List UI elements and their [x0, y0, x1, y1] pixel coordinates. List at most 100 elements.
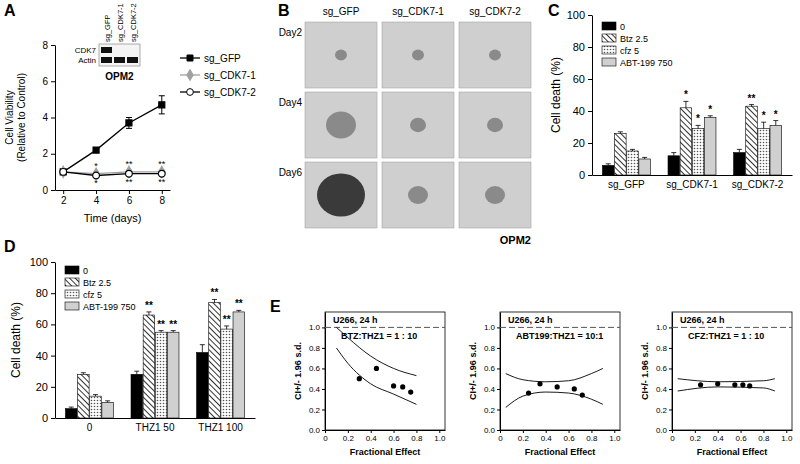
- y-axis: 020406080100: [567, 9, 593, 181]
- tick: 4: [94, 190, 100, 206]
- blot-frame: [99, 44, 140, 66]
- tick: 40: [36, 350, 55, 362]
- legend-label: Btz 2.5: [620, 34, 648, 44]
- plot-area: [65, 299, 244, 418]
- error-bar: [761, 122, 766, 128]
- tick-label: 100: [567, 9, 585, 21]
- tick-label: 1.0: [484, 323, 496, 332]
- tick: 1.0: [434, 430, 446, 443]
- tick-label: 0.2: [309, 406, 321, 415]
- error-bar: [606, 164, 611, 166]
- legend-label: sg_CDK7-1: [204, 70, 256, 81]
- tick-mark: [523, 430, 524, 433]
- axis-title: CI+/- 1.96 s.d.: [293, 342, 303, 400]
- error-bar: [737, 149, 742, 152]
- tick-label: 0.0: [484, 426, 496, 435]
- tick: 0.6: [484, 364, 500, 373]
- tick-mark: [129, 190, 130, 194]
- tick-label: 40: [573, 105, 585, 117]
- tick-mark: [322, 368, 325, 369]
- error-bar: [642, 157, 647, 159]
- western-blot: sg_GFPsg_CDK7-1sg_CDK7-2CDK7ActinOPM2: [75, 3, 140, 82]
- tick-mark: [497, 368, 500, 369]
- tick: 0.0: [656, 426, 672, 435]
- tick-mark: [96, 190, 97, 194]
- tick: 1.0: [781, 430, 793, 443]
- tick-mark: [669, 430, 672, 431]
- reference-line: [325, 327, 445, 328]
- significance: **: [223, 314, 231, 325]
- tick-label: 4: [42, 112, 48, 123]
- error-bar: [618, 132, 623, 134]
- significance: **: [169, 319, 177, 330]
- confidence-line: [506, 368, 603, 381]
- band: [127, 57, 138, 63]
- band: [101, 47, 112, 53]
- axis-title: CI+/- 1.96 s.d.: [640, 342, 650, 400]
- tick: 0.4: [656, 385, 672, 394]
- legend-swatch: [65, 290, 79, 298]
- tick-label: 1.0: [309, 323, 321, 332]
- y-axis: 0.00.20.40.60.81.0: [484, 313, 501, 436]
- bar: [615, 133, 627, 175]
- tick-label: 0.4: [541, 434, 553, 443]
- error-bar: [81, 373, 86, 375]
- significance: **: [158, 177, 166, 187]
- bar: [692, 129, 704, 175]
- tick-label: 0.6: [736, 434, 748, 443]
- error-bar: [105, 401, 110, 403]
- axis-title: Fractional Effect: [697, 447, 768, 457]
- tick: 100: [567, 9, 592, 21]
- tick-label: 0.4: [656, 385, 668, 394]
- tick: 0.8: [411, 430, 423, 443]
- row-label: Day4: [279, 97, 303, 108]
- tick-mark: [394, 430, 395, 433]
- plot-area: [602, 101, 781, 175]
- panel-letter: C: [548, 2, 560, 19]
- tick-label: 60: [36, 318, 48, 330]
- colony: [326, 112, 356, 139]
- tick-mark: [162, 190, 163, 194]
- colony: [485, 186, 505, 204]
- tick-mark: [588, 143, 592, 144]
- lane-label: sg_CDK7-2: [129, 3, 138, 42]
- tick: 0.8: [484, 344, 500, 353]
- tick-mark: [63, 190, 64, 194]
- tick: sg_CDK7-2: [732, 179, 784, 190]
- tick: 0: [579, 169, 592, 181]
- error-bar: [630, 149, 635, 151]
- tick: 0.6: [309, 364, 325, 373]
- marker: [159, 102, 165, 108]
- tick-mark: [588, 175, 592, 176]
- confidence-line: [678, 379, 775, 382]
- tick-label: 0.8: [758, 434, 770, 443]
- subtitle: ABT199:THZ1 = 10:1: [516, 331, 603, 341]
- x-axis-line: [593, 175, 793, 176]
- tick-label: 0.4: [713, 434, 725, 443]
- marker: [93, 147, 99, 153]
- tick-label: THZ1 100: [198, 422, 243, 433]
- significance: **: [211, 287, 219, 298]
- significance: *: [762, 110, 766, 121]
- significance: **: [158, 159, 166, 169]
- column-header: sg_CDK7-1: [392, 6, 444, 17]
- point: [572, 386, 577, 391]
- tick: 8: [42, 40, 55, 51]
- tick: 80: [573, 41, 592, 53]
- tick-label: 0.0: [656, 426, 668, 435]
- tick-mark: [669, 409, 672, 410]
- micrograph: [459, 22, 531, 88]
- series-line: [63, 172, 162, 176]
- x-axis: 00.20.40.60.81.0: [670, 430, 793, 443]
- legend-label: sg_CDK7-2: [204, 87, 256, 98]
- tick: 20: [36, 381, 55, 393]
- point: [740, 382, 745, 387]
- legend-label: cfz 5: [83, 290, 102, 300]
- row-label: Actin: [78, 56, 96, 65]
- bar: [78, 374, 90, 418]
- tick-mark: [588, 79, 592, 80]
- point: [391, 383, 396, 388]
- tick: 0.2: [343, 430, 355, 443]
- tick-mark: [322, 409, 325, 410]
- bar: [602, 165, 614, 175]
